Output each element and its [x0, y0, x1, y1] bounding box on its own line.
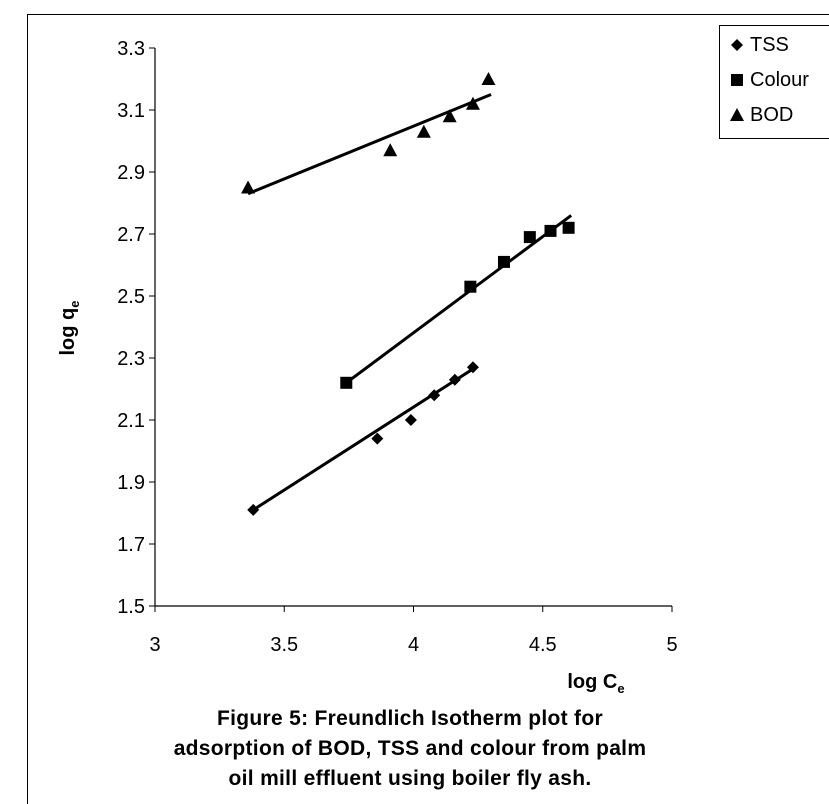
- y-tick-label: 2.9: [117, 162, 145, 184]
- trendline-colour: [345, 214, 573, 385]
- figure-frame-left-border: [27, 14, 28, 804]
- figure-frame-top-border: [27, 14, 829, 15]
- chart-legend: TSS Colour BOD: [719, 25, 829, 139]
- caption-line-1: Figure 5: Freundlich Isotherm plot for: [217, 707, 603, 730]
- data-point-tss: [371, 432, 384, 445]
- y-tick-label: 1.7: [117, 534, 145, 556]
- freundlich-isotherm-chart: 1.51.71.92.12.32.52.72.93.13.33 3.5 4 4.5 5 …: [57, 38, 678, 696]
- diamond-marker-icon: [731, 39, 743, 51]
- y-tick-label: 1.9: [117, 472, 145, 494]
- caption-line-2: adsorption of BOD, TSS and colour from p…: [173, 737, 647, 760]
- y-tick-label: 3.1: [117, 100, 145, 122]
- data-point-colour: [464, 280, 477, 293]
- data-point-colour: [340, 376, 353, 389]
- x-tick-label: 4: [408, 634, 419, 656]
- legend-label-colour: Colour: [750, 68, 809, 91]
- x-tick-label: 4.5: [529, 634, 557, 656]
- trendline-tss: [252, 366, 477, 512]
- data-point-colour: [562, 221, 575, 234]
- data-point-colour: [544, 224, 557, 237]
- data-point-tss: [466, 361, 479, 374]
- legend-item-bod: BOD: [728, 98, 793, 132]
- data-point-bod: [241, 180, 256, 194]
- y-tick-label: 2.3: [117, 348, 145, 370]
- data-point-tss: [247, 503, 260, 516]
- data-point-bod: [465, 96, 480, 110]
- data-point-bod: [416, 124, 431, 138]
- trendline-bod: [247, 93, 492, 196]
- caption-line-3: oil mill effluent using boiler fly ash.: [228, 767, 592, 790]
- square-marker-icon: [731, 74, 743, 86]
- legend-item-tss: TSS: [728, 28, 789, 62]
- x-tick-label: 3: [149, 634, 160, 656]
- chart-axes: [154, 48, 672, 607]
- legend-label-bod: BOD: [750, 103, 794, 126]
- y-tick-label: 1.5: [117, 596, 145, 618]
- data-point-tss: [448, 373, 461, 386]
- data-point-bod: [481, 72, 496, 85]
- y-tick-label: 2.5: [117, 286, 145, 308]
- legend-label-tss: TSS: [750, 33, 789, 56]
- data-point-bod: [442, 109, 457, 123]
- data-point-tss: [428, 389, 441, 402]
- y-tick-label: 2.1: [117, 410, 145, 432]
- legend-item-colour: Colour: [728, 63, 809, 97]
- x-tick-label: 3.5: [270, 634, 298, 656]
- chart-markers: [241, 72, 575, 516]
- y-axis-title: log qe: [57, 301, 82, 356]
- y-tick-label: 2.7: [117, 224, 145, 246]
- x-axis-title: log Ce: [567, 671, 624, 696]
- data-point-colour: [497, 255, 510, 268]
- data-point-colour: [523, 231, 536, 244]
- y-tick-label: 3.3: [117, 38, 145, 60]
- data-point-bod: [383, 143, 398, 157]
- x-tick-label: 5: [666, 634, 677, 656]
- data-point-tss: [404, 414, 417, 426]
- figure-caption: Figure 5: Freundlich Isotherm plot for a…: [120, 704, 700, 794]
- chart-trendlines: [247, 93, 573, 512]
- chart-ticks: 1.5 1.7 1.9 2.1 2.3 2.5 2.7 2.9 3.1 3.3 3 3.5 4 4.5 5: [117, 38, 677, 656]
- triangle-marker-icon: [730, 108, 744, 121]
